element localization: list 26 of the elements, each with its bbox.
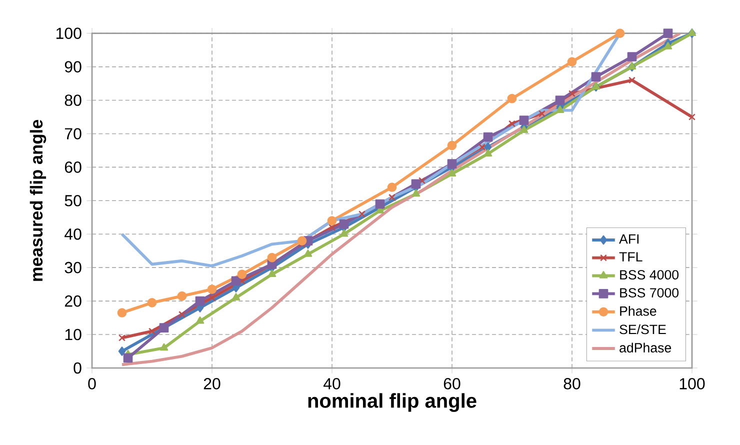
legend-label: Phase	[620, 306, 656, 316]
legend-label: adPhase	[620, 342, 672, 352]
x-axis-title: nominal flip angle	[308, 393, 476, 412]
legend-label: SE/STE	[620, 324, 666, 334]
x-tick-label: 20	[204, 378, 220, 390]
x-tick-label: 40	[323, 378, 340, 390]
legend-label: TFL	[619, 252, 642, 262]
y-tick-label: 30	[64, 262, 82, 274]
y-tick-label: 40	[64, 228, 82, 240]
y-tick-label: 100	[56, 28, 82, 39]
y-tick-label: 50	[64, 194, 82, 206]
y-tick-label: 60	[64, 162, 82, 173]
legend-label: AFI	[619, 234, 639, 244]
legend-label: BSS 4000	[620, 270, 679, 280]
y-tick-label: 0	[74, 362, 82, 374]
y-tick-label: 20	[64, 295, 82, 307]
x-tick-label: 0	[88, 378, 96, 390]
x-tick-label: 100	[680, 378, 705, 390]
y-tick-label: 70	[64, 128, 82, 140]
y-tick-label: 80	[64, 94, 82, 106]
legend-label: BSS 7000	[620, 288, 679, 298]
y-tick-label: 10	[65, 328, 82, 340]
y-tick-label: 90	[64, 61, 82, 72]
y-axis-title: measured flip angle	[30, 120, 46, 281]
x-tick-label: 60	[444, 378, 460, 390]
x-tick-label: 80	[564, 378, 580, 390]
